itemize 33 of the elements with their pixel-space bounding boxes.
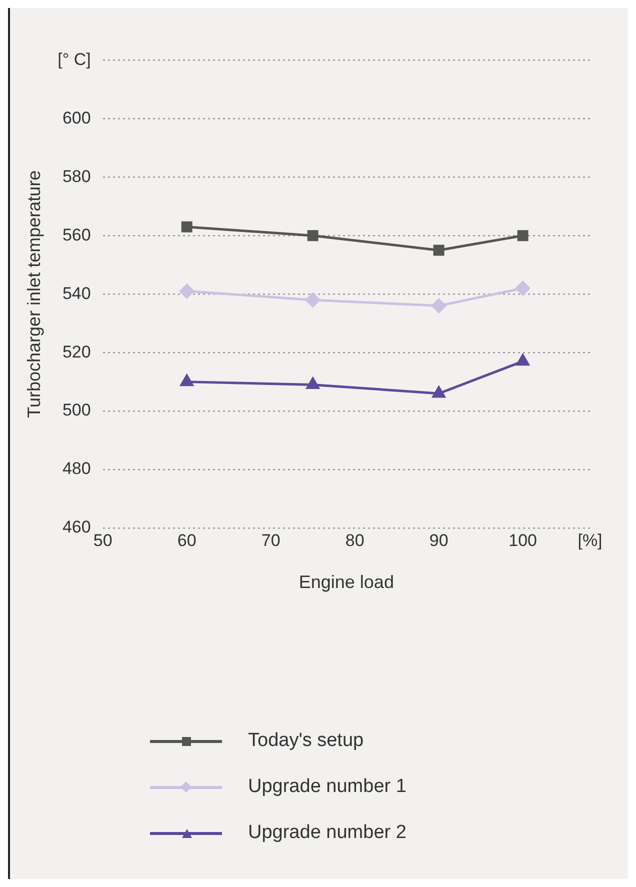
y-tick-label: 500 bbox=[62, 400, 91, 420]
point bbox=[516, 354, 530, 366]
point bbox=[432, 298, 446, 314]
x-axis-title: Engine load bbox=[298, 572, 394, 592]
y-tick-label: 460 bbox=[62, 518, 91, 537]
y-tick-label: [° C] bbox=[58, 50, 91, 69]
y-tick-label: 520 bbox=[62, 342, 91, 362]
x-tick-label: [%] bbox=[578, 530, 602, 550]
y-axis-title: Turbocharger inlet temperature bbox=[24, 170, 44, 418]
point bbox=[180, 284, 194, 298]
x-tick-label: 50 bbox=[93, 530, 112, 550]
legend-label: Upgrade number 2 bbox=[248, 822, 406, 844]
x-tick-label: 60 bbox=[177, 530, 196, 550]
point bbox=[516, 281, 530, 296]
x-tick-label: 90 bbox=[429, 530, 448, 550]
x-tick-label: 70 bbox=[261, 530, 280, 550]
point bbox=[180, 374, 194, 386]
point bbox=[433, 244, 444, 256]
x-tick-label: 100 bbox=[508, 530, 537, 550]
point bbox=[181, 221, 192, 232]
point bbox=[432, 386, 446, 398]
point bbox=[306, 292, 320, 308]
x-tick-label: 80 bbox=[345, 530, 364, 550]
y-tick-label: 580 bbox=[62, 166, 91, 186]
legend-label: Today's setup bbox=[248, 730, 364, 752]
y-tick-label: 560 bbox=[62, 225, 91, 244]
y-tick-label: 600 bbox=[62, 108, 91, 128]
point bbox=[517, 230, 528, 242]
point bbox=[306, 377, 320, 389]
y-tick-label: 480 bbox=[62, 459, 91, 478]
y-tick-label: 540 bbox=[62, 284, 91, 303]
point bbox=[307, 230, 318, 242]
legend-label: Upgrade number 1 bbox=[248, 776, 406, 798]
